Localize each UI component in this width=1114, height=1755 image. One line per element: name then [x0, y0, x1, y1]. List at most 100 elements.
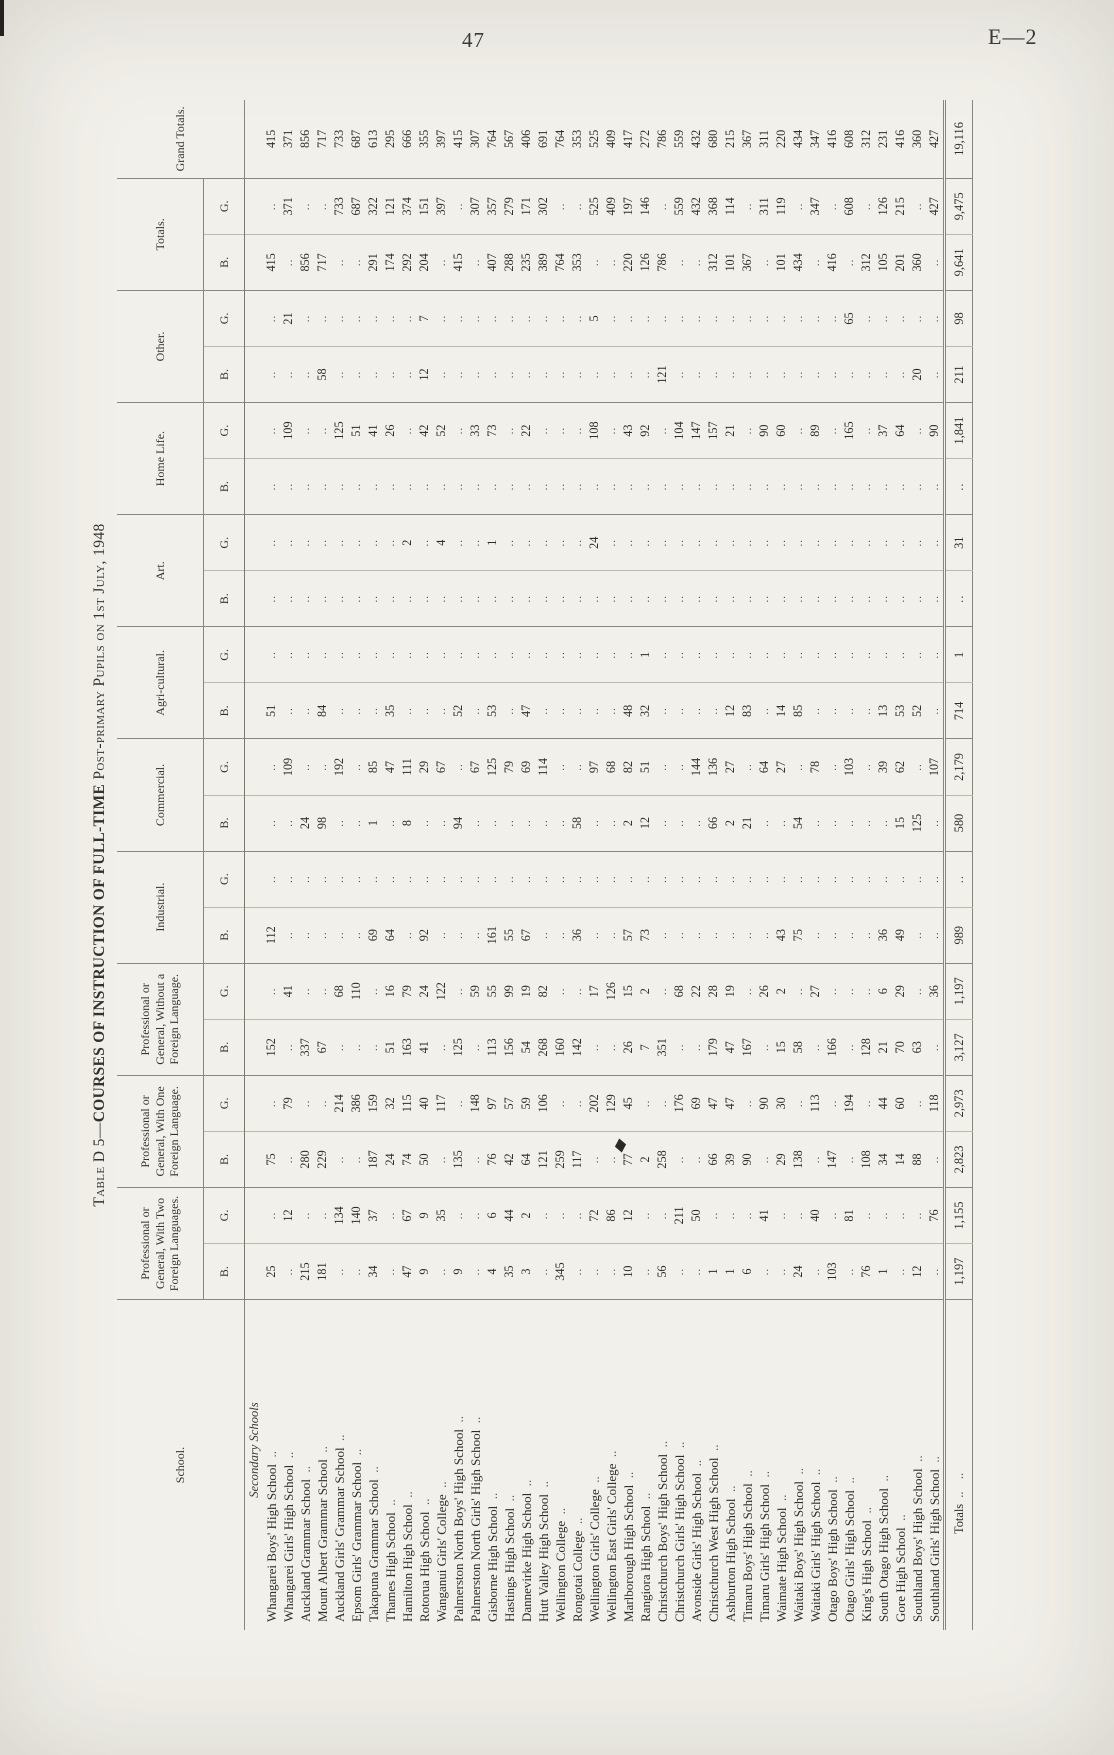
value-cell: .. [297, 851, 314, 908]
value-cell: .. [688, 346, 705, 403]
value-cell: .. [807, 682, 824, 739]
value-cell: 194 [841, 1075, 858, 1132]
value-cell: 129 [603, 1075, 620, 1132]
school-name: Whangarei Boys' High School [263, 1300, 280, 1630]
school-name: Waimate High School [773, 1300, 790, 1630]
value-cell: 118 [926, 1075, 945, 1132]
value-cell: 51 [382, 1019, 399, 1076]
value-cell: 6 [739, 1243, 756, 1300]
value-cell: .. [909, 570, 926, 627]
value-cell: 140 [348, 1187, 365, 1244]
value-cell: .. [535, 1243, 552, 1300]
value-cell: 58 [790, 1019, 807, 1076]
value-cell: .. [671, 907, 688, 964]
value-cell: .. [824, 1075, 841, 1132]
value-cell: .. [348, 795, 365, 852]
value-cell: 114 [722, 178, 739, 235]
value-cell: .. [348, 1019, 365, 1076]
value-cell: .. [688, 290, 705, 347]
value-cell: .. [382, 795, 399, 852]
value-cell: .. [875, 458, 892, 515]
value-cell: 409 [603, 178, 620, 235]
value-cell: .. [671, 1131, 688, 1188]
value-cell: .. [399, 402, 416, 459]
value-cell: 59 [518, 1075, 535, 1132]
value-cell: 406 [518, 100, 535, 179]
value-cell: 108 [586, 402, 603, 459]
table-row: Timaru Girls' High School..41..90..26...… [756, 100, 773, 1630]
value-cell: .. [654, 626, 671, 683]
value-cell: 121 [535, 1131, 552, 1188]
value-cell: 66 [705, 1131, 722, 1188]
value-cell: 109 [280, 402, 297, 459]
category-header: Professional or General, With Two Foreig… [117, 1187, 204, 1300]
value-cell: .. [535, 851, 552, 908]
value-cell: .. [348, 458, 365, 515]
value-cell: .. [790, 1075, 807, 1132]
value-cell: 357 [484, 178, 501, 235]
value-cell: .. [518, 346, 535, 403]
value-cell: 2,823 [944, 1131, 973, 1188]
value-cell: 214 [331, 1075, 348, 1132]
section-empty-cell [244, 402, 263, 459]
value-cell: 312 [858, 100, 875, 179]
value-cell: .. [280, 1019, 297, 1076]
value-cell: .. [807, 234, 824, 291]
table-row: Epsom Girls' Grammar School..140..386..1… [348, 100, 365, 1630]
value-cell: 3 [518, 1243, 535, 1300]
value-cell: .. [671, 626, 688, 683]
value-cell: 176 [671, 1075, 688, 1132]
value-cell: .. [739, 907, 756, 964]
value-cell: .. [263, 346, 280, 403]
value-cell: .. [620, 290, 637, 347]
value-cell: .. [280, 626, 297, 683]
value-cell: 144 [688, 738, 705, 796]
value-cell: 13 [875, 682, 892, 739]
landscape-table-container: Table D 5—COURSES OF INSTRUCTION OF FULL… [85, 70, 1035, 1630]
school-name: Gore High School [892, 1300, 909, 1630]
value-cell: .. [314, 514, 331, 571]
value-cell: 47 [705, 1075, 722, 1132]
value-cell: .. [773, 851, 790, 908]
girls-subheader: G. [203, 178, 245, 235]
value-cell: 4 [484, 1243, 501, 1300]
value-cell: .. [824, 1187, 841, 1244]
value-cell: 397 [433, 178, 450, 235]
value-cell: .. [756, 626, 773, 683]
value-cell: .. [807, 795, 824, 852]
value-cell: .. [501, 290, 518, 347]
value-cell: .. [348, 1131, 365, 1188]
value-cell: 1 [944, 626, 973, 683]
value-cell: .. [416, 458, 433, 515]
value-cell: 371 [280, 178, 297, 235]
value-cell: .. [586, 570, 603, 627]
value-cell: 108 [858, 1131, 875, 1188]
value-cell: 73 [484, 402, 501, 459]
value-cell: 79 [280, 1075, 297, 1132]
value-cell: .. [824, 402, 841, 459]
value-cell: .. [773, 514, 790, 571]
value-cell: 90 [926, 402, 945, 459]
table-row: Hastings High School354442571569955....7… [501, 100, 518, 1630]
value-cell: 125 [909, 795, 926, 852]
value-cell: .. [739, 346, 756, 403]
value-cell: .. [382, 851, 399, 908]
value-cell: .. [688, 570, 705, 627]
value-cell: 371 [280, 100, 297, 179]
value-cell: 279 [501, 178, 518, 235]
page-reference: E—2 [988, 24, 1038, 49]
value-cell: 43 [620, 402, 637, 459]
value-cell: 125 [484, 738, 501, 796]
value-cell: 171 [518, 178, 535, 235]
value-cell: 32 [382, 1075, 399, 1132]
value-cell: 559 [671, 100, 688, 179]
value-cell: 88 [909, 1131, 926, 1188]
school-name: Rongotai College [569, 1300, 586, 1630]
school-name: Rangiora High School [637, 1300, 654, 1630]
value-cell: 613 [365, 100, 382, 179]
value-cell: .. [501, 626, 518, 683]
value-cell: 40 [807, 1187, 824, 1244]
value-cell: .. [705, 851, 722, 908]
value-cell: .. [297, 570, 314, 627]
value-cell: .. [909, 1075, 926, 1132]
